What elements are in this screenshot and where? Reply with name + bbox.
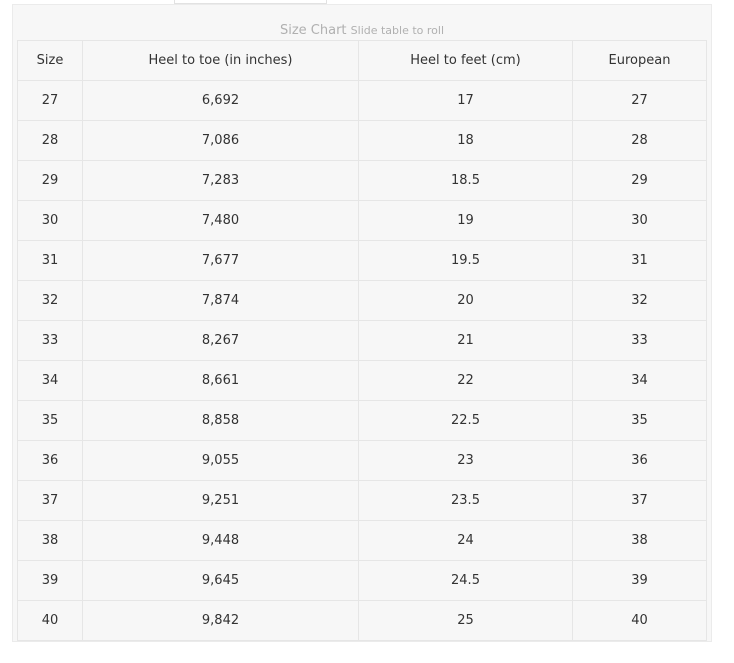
table-cell: 24.5 xyxy=(358,560,573,601)
table-cell: 21 xyxy=(358,320,573,361)
table-cell: 9,055 xyxy=(82,440,359,481)
table-cell: 29 xyxy=(572,160,707,201)
table-cell: 18.5 xyxy=(358,160,573,201)
table-cell: 28 xyxy=(572,120,707,161)
table-cell: 36 xyxy=(572,440,707,481)
column-header: Size xyxy=(17,40,83,81)
table-cell: 7,677 xyxy=(82,240,359,281)
table-cell: 9,251 xyxy=(82,480,359,521)
table-cell: 36 xyxy=(17,440,83,481)
table-cell: 31 xyxy=(17,240,83,281)
table-cell: 38 xyxy=(17,520,83,561)
table-cell: 19.5 xyxy=(358,240,573,281)
table-cell: 33 xyxy=(572,320,707,361)
table-cell: 29 xyxy=(17,160,83,201)
table-row: 31 7,677 19.5 31 xyxy=(17,240,707,281)
table-cell: 9,842 xyxy=(82,600,359,641)
table-cell: 6,692 xyxy=(82,80,359,121)
table-cell: 27 xyxy=(572,80,707,121)
header-row: Size Heel to toe (in inches) Heel to feet … xyxy=(17,40,707,81)
caption-title: Size Chart xyxy=(279,23,347,38)
table-cell: 22 xyxy=(358,360,573,401)
table-cell: 39 xyxy=(572,560,707,601)
table-caption: Size Chart Slide table to roll xyxy=(13,23,711,39)
table-cell: 22.5 xyxy=(358,400,573,441)
table-cell: 17 xyxy=(358,80,573,121)
table-cell: 8,858 xyxy=(82,400,359,441)
table-row: 34 8,661 22 34 xyxy=(17,360,707,401)
table-cell: 40 xyxy=(17,600,83,641)
table-cell: 35 xyxy=(572,400,707,441)
table-cell: 38 xyxy=(572,520,707,561)
table-row: 33 8,267 21 33 xyxy=(17,320,707,361)
table-cell: 8,661 xyxy=(82,360,359,401)
table-cell: 39 xyxy=(17,560,83,601)
table-cell: 35 xyxy=(17,400,83,441)
table-row: 30 7,480 19 30 xyxy=(17,200,707,241)
table-cell: 30 xyxy=(572,200,707,241)
table-cell: 31 xyxy=(572,240,707,281)
table-cell: 18 xyxy=(358,120,573,161)
table-cell: 7,086 xyxy=(82,120,359,161)
table-cell: 28 xyxy=(17,120,83,161)
top-tab[interactable] xyxy=(174,0,327,4)
table-cell: 30 xyxy=(17,200,83,241)
table-row: 32 7,874 20 32 xyxy=(17,280,707,321)
table-cell: 34 xyxy=(572,360,707,401)
caption-subtitle: Slide table to roll xyxy=(350,24,445,37)
table-cell: 9,645 xyxy=(82,560,359,601)
table-cell: 23 xyxy=(358,440,573,481)
table-cell: 37 xyxy=(17,480,83,521)
table-cell: 33 xyxy=(17,320,83,361)
table-row: 27 6,692 17 27 xyxy=(17,80,707,121)
table-row: 40 9,842 25 40 xyxy=(17,600,707,641)
table-row: 35 8,858 22.5 35 xyxy=(17,400,707,441)
table-cell: 32 xyxy=(572,280,707,321)
size-chart-panel: Size Chart Slide table to roll Size Heel … xyxy=(12,4,712,642)
table-cell: 25 xyxy=(358,600,573,641)
table-cell: 34 xyxy=(17,360,83,401)
table-cell: 23.5 xyxy=(358,480,573,521)
table-row: 36 9,055 23 36 xyxy=(17,440,707,481)
table-cell: 40 xyxy=(572,600,707,641)
table-cell: 20 xyxy=(358,280,573,321)
table-cell: 7,874 xyxy=(82,280,359,321)
table-row: 28 7,086 18 28 xyxy=(17,120,707,161)
table-cell: 32 xyxy=(17,280,83,321)
table-cell: 37 xyxy=(572,480,707,521)
size-table[interactable]: Size Heel to toe (in inches) Heel to feet … xyxy=(17,40,707,641)
table-cell: 24 xyxy=(358,520,573,561)
table-cell: 8,267 xyxy=(82,320,359,361)
table-row: 37 9,251 23.5 37 xyxy=(17,480,707,521)
table-row: 38 9,448 24 38 xyxy=(17,520,707,561)
table-row: 29 7,283 18.5 29 xyxy=(17,160,707,201)
column-header: Heel to feet (cm) xyxy=(358,40,573,81)
table-cell: 27 xyxy=(17,80,83,121)
table-cell: 7,283 xyxy=(82,160,359,201)
column-header: European xyxy=(572,40,707,81)
table-cell: 19 xyxy=(358,200,573,241)
table-cell: 7,480 xyxy=(82,200,359,241)
column-header: Heel to toe (in inches) xyxy=(82,40,359,81)
table-row: 39 9,645 24.5 39 xyxy=(17,560,707,601)
table-cell: 9,448 xyxy=(82,520,359,561)
